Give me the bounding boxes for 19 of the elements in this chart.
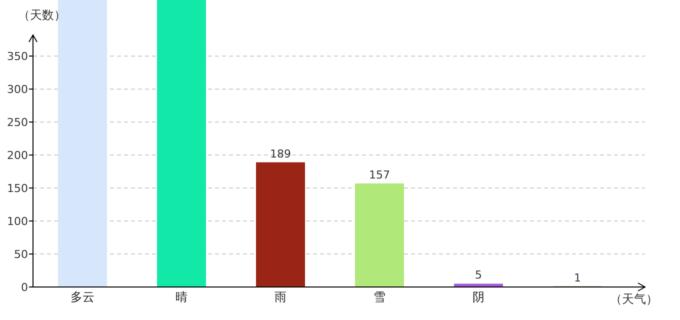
y-tick-label: 200: [7, 149, 28, 162]
y-tick-label: 100: [7, 215, 28, 228]
data-label: 5: [475, 268, 482, 282]
y-tick-label: 250: [7, 116, 28, 130]
x-tick-label: 雪: [374, 290, 386, 304]
x-tick-label: 阴: [472, 290, 484, 304]
y-tick-label: 350: [7, 50, 28, 64]
y-tick-label: 300: [7, 83, 28, 96]
x-axis-title: （天气）: [610, 292, 658, 306]
x-tick-label: 雨: [274, 290, 286, 304]
data-label: 157: [369, 168, 390, 182]
y-tick-label: 0: [21, 281, 28, 294]
x-tick-label: 多云: [70, 290, 94, 304]
data-label: 189: [270, 147, 291, 160]
y-tick-label: 150: [7, 182, 28, 196]
x-tick-label: 晴: [176, 290, 188, 304]
data-label: 1: [574, 271, 581, 284]
y-axis-title: （天数）: [18, 8, 66, 22]
y-tick-label: 50: [14, 248, 28, 262]
